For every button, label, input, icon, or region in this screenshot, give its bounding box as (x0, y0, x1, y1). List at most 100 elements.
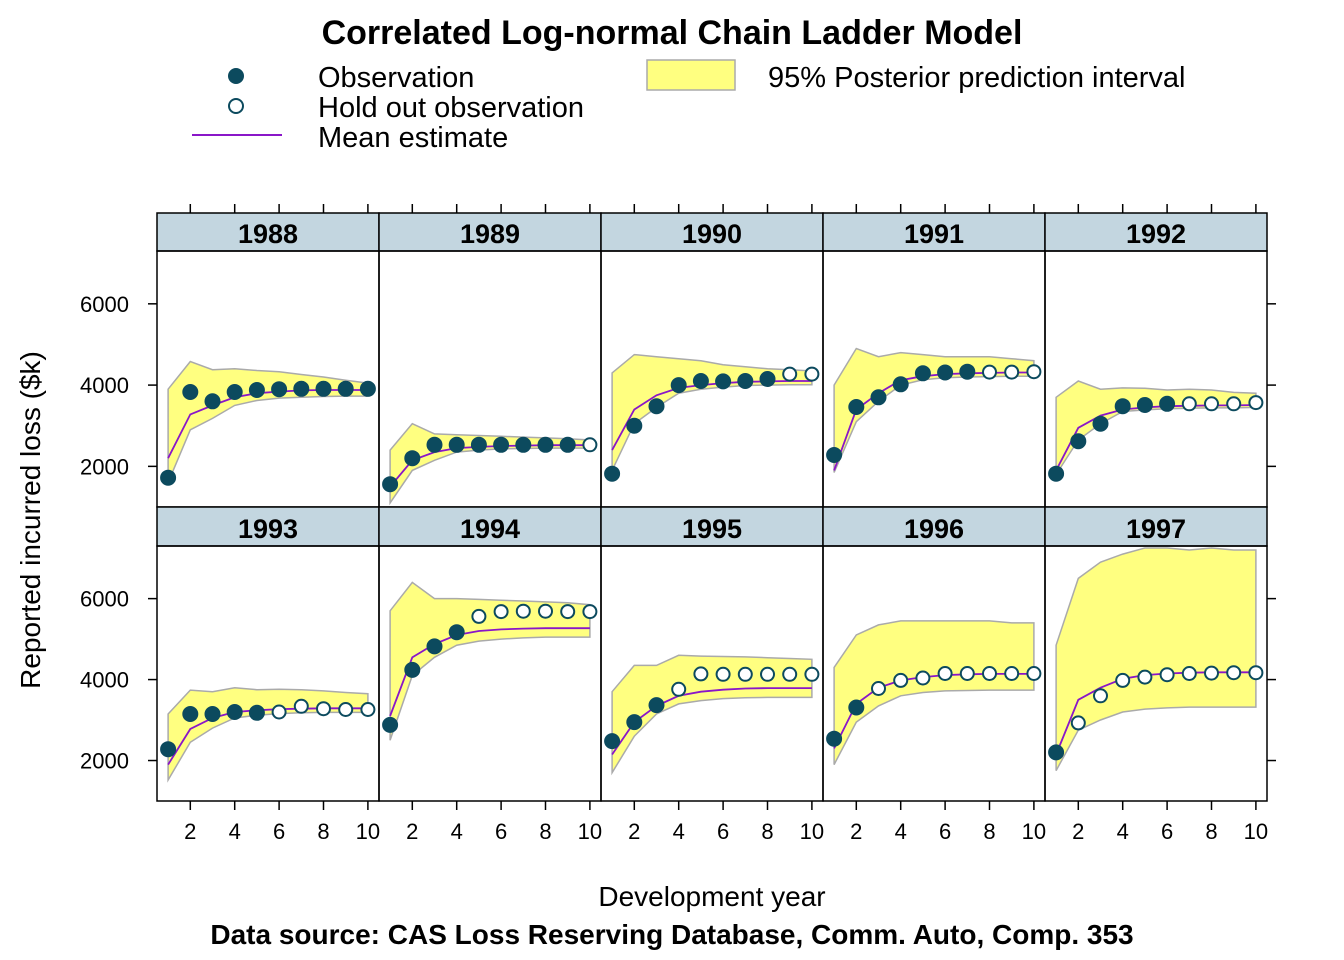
holdout-point (293, 698, 309, 714)
holdout-point (671, 681, 687, 697)
y-tick-label: 4000 (80, 373, 129, 398)
panel-1994: 1994 (378, 506, 602, 802)
x-tick-label: 8 (539, 819, 551, 844)
observation-point (315, 380, 332, 397)
strip-label-1988: 1988 (238, 219, 298, 249)
x-tick-label: 2 (406, 819, 418, 844)
holdout-point (271, 704, 287, 720)
observation-point (826, 730, 843, 747)
holdout-point (1026, 364, 1042, 380)
strip-label-1990: 1990 (682, 219, 742, 249)
y-tick-label: 2000 (80, 454, 129, 479)
holdout-point (538, 603, 553, 619)
observation-point (470, 436, 487, 453)
observation-point (1114, 398, 1131, 415)
x-tick-label: 2 (184, 819, 196, 844)
y-tick-label: 6000 (80, 292, 129, 317)
observation-point (937, 364, 954, 381)
panel-1988: 1988 (156, 212, 380, 508)
observation-point (537, 436, 554, 453)
x-tick-label: 2 (850, 819, 862, 844)
prediction-interval-band-1991 (833, 347, 1035, 473)
observation-point (493, 436, 510, 453)
prediction-interval-band-1997 (1055, 547, 1257, 771)
x-tick-label: 2 (628, 819, 640, 844)
x-tick-label: 8 (761, 819, 773, 844)
observation-point (848, 399, 865, 415)
holdout-point (1226, 396, 1242, 412)
holdout-point (1248, 395, 1264, 411)
observation-point (1070, 433, 1087, 450)
holdout-point (515, 603, 531, 619)
panel-1993: 1993 (156, 506, 380, 802)
holdout-point (871, 681, 886, 696)
observation-point (271, 381, 288, 398)
holdout-point (582, 437, 598, 453)
observation-point (848, 699, 865, 716)
holdout-point (1115, 672, 1131, 688)
strip-label-1997: 1997 (1126, 514, 1186, 544)
x-tick-label: 6 (717, 819, 729, 844)
x-tick-label: 8 (983, 819, 995, 844)
observation-point (293, 380, 310, 397)
holdout-point (316, 701, 331, 717)
holdout-point (937, 666, 953, 681)
y-tick-label: 4000 (80, 668, 129, 693)
prediction-interval-band-1994 (389, 581, 591, 741)
y-axis-label: Reported incurred loss ($k) (15, 351, 46, 689)
data-source-caption: Data source: CAS Loss Reserving Database… (210, 919, 1133, 950)
x-axis-label: Development year (598, 881, 825, 912)
prediction-interval-band-1992 (1055, 380, 1257, 478)
mean-estimate-line-1996 (833, 673, 1034, 749)
legend-holdout-marker (228, 98, 244, 114)
mean-estimate-line-1988 (167, 389, 368, 459)
holdout-point (982, 666, 997, 681)
observation-point (1048, 465, 1065, 482)
observation-point (648, 697, 665, 714)
observation-point (826, 447, 843, 463)
observation-point (248, 704, 265, 721)
panel-1997: 1997 (1044, 506, 1268, 802)
x-tick-label: 4 (229, 819, 241, 844)
observation-point (1136, 397, 1153, 413)
legend-observation-marker (228, 68, 244, 84)
observation-point (248, 382, 265, 398)
holdout-point (1159, 667, 1175, 683)
holdout-point (1137, 669, 1153, 685)
legend-band-label: 95% Posterior prediction interval (768, 62, 1185, 94)
x-tick-label: 10 (800, 819, 824, 844)
strip-1990 (600, 212, 824, 252)
x-tick-label: 10 (578, 819, 602, 844)
strip-1994 (378, 506, 602, 547)
x-tick-label: 8 (1205, 819, 1217, 844)
x-tick-label: 6 (273, 819, 285, 844)
mean-estimate-line-1992 (1055, 404, 1256, 471)
x-tick-label: 4 (895, 819, 907, 844)
x-tick-label: 8 (317, 819, 329, 844)
panel-1989: 1989 (378, 212, 602, 508)
x-tick-label: 4 (1117, 819, 1129, 844)
observation-point (692, 373, 709, 389)
holdout-point (893, 672, 909, 688)
chart-title: Correlated Log-normal Chain Ladder Model (322, 14, 1023, 52)
x-tick-label: 6 (939, 819, 951, 844)
observation-point (1048, 744, 1065, 761)
holdout-point (982, 364, 997, 380)
panel-grid: 1988 1989 1990 1991 1992 1993 1994 1995 1996 1997… (80, 204, 1276, 844)
holdout-point (471, 608, 487, 624)
observation-point (626, 417, 643, 434)
holdout-point (804, 366, 820, 382)
legend: Observation Hold out observation Mean es… (192, 59, 1185, 154)
panel-frame-1997 (1044, 545, 1268, 802)
observation-point (204, 706, 221, 722)
holdout-point (804, 666, 820, 682)
holdout-point (560, 604, 576, 620)
holdout-point (737, 666, 753, 682)
panel-frame-1992 (1044, 250, 1268, 508)
holdout-point (493, 604, 509, 620)
mean-estimate-line-1993 (167, 707, 368, 766)
prediction-interval-band-1993 (167, 686, 369, 783)
strip-label-1996: 1996 (904, 514, 964, 544)
holdout-point (782, 366, 798, 382)
